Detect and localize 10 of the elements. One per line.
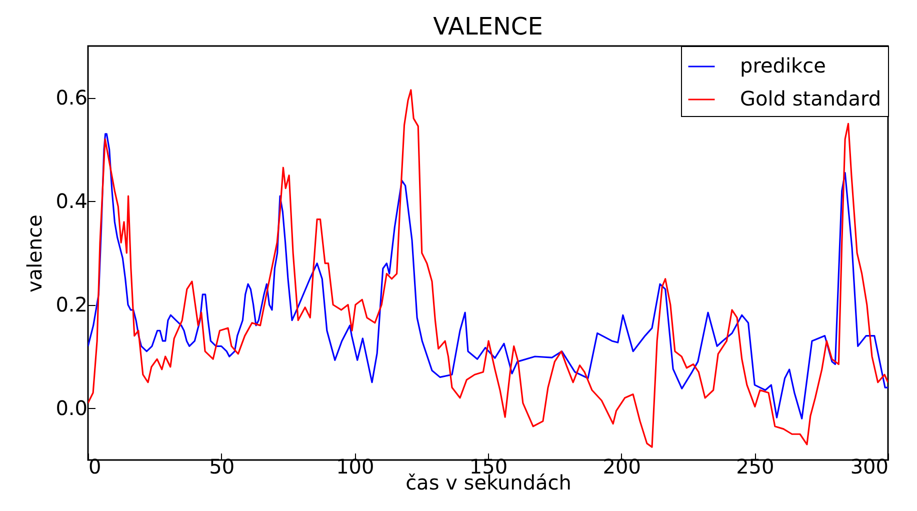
y-axis-title: valence xyxy=(22,214,47,292)
y-tick-label: 0.4 xyxy=(56,188,88,213)
line-series xyxy=(88,89,888,448)
line-series xyxy=(88,133,888,420)
legend-label: predikce xyxy=(740,54,826,78)
legend-label: Gold standard xyxy=(740,86,882,110)
y-tick-label: 0.0 xyxy=(56,396,88,420)
chart-title: VALENCE xyxy=(433,12,543,40)
y-tick-label: 0.6 xyxy=(56,85,88,110)
y-tick-label: 0.2 xyxy=(56,292,88,316)
